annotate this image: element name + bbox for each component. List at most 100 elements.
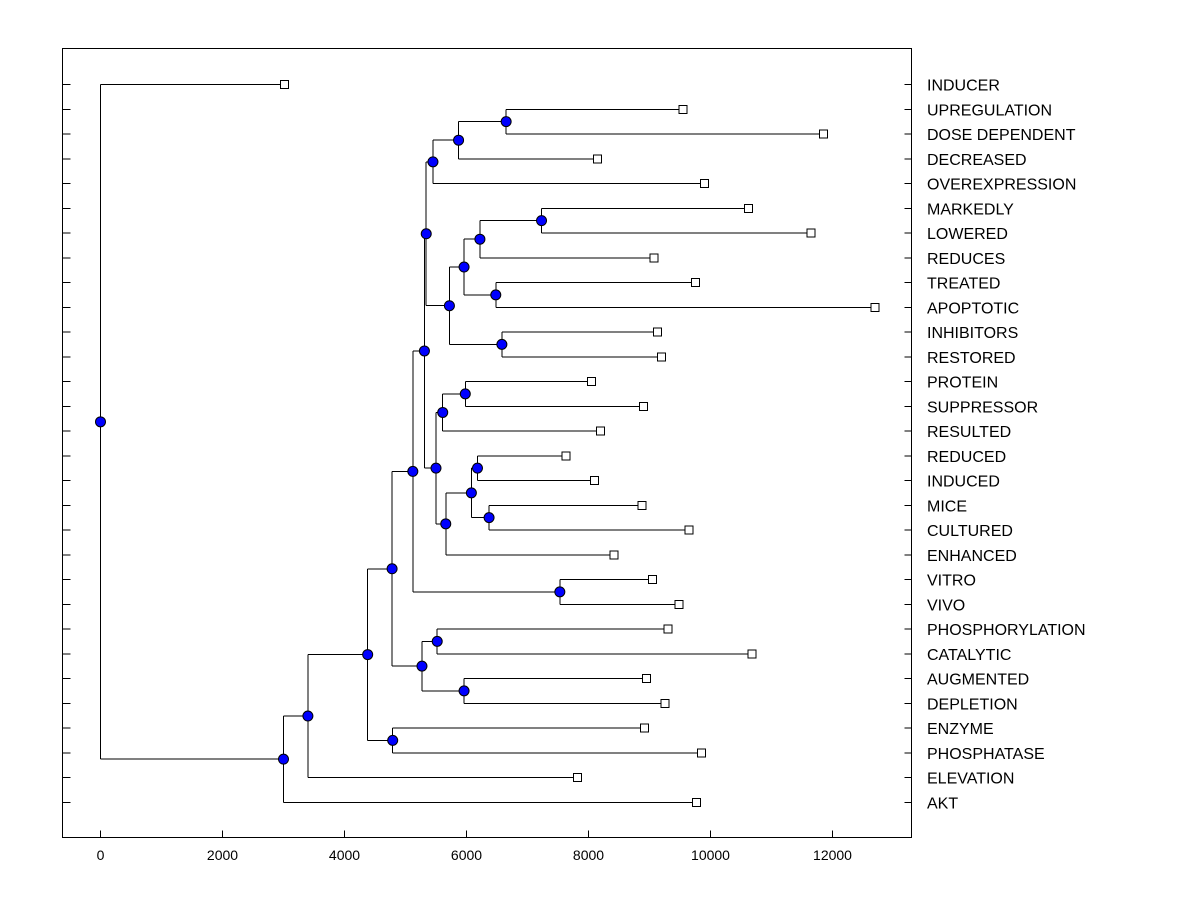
leaf-marker-dose-dependent [818,129,828,139]
leaf-marker-treated [690,278,700,287]
leaf-marker-apoptotic [870,302,880,312]
leaf-labels: INDUCER UPREGULATION DOSE DEPENDENT DECREAS… [927,78,1086,813]
leaf-label-vivo: VIVO [927,597,965,614]
leaf-label-reduced: REDUCED [927,449,1006,466]
leaf-label-protein: PROTEIN [927,375,998,392]
leaf-label-inhibitors: INHIBITORS [927,325,1018,342]
leaf-marker-cultured [684,525,694,535]
x-axis: 0 2000 4000 6000 8000 10000 12000 [97,830,852,863]
merge-node-n16 [440,518,452,530]
merge-nodes [95,116,566,765]
merge-node-n12 [437,406,449,418]
merge-node-n15 [465,487,477,499]
leaf-label-mice: MICE [927,498,967,515]
x-tick-label: 12000 [813,847,852,863]
merge-node-n20 [407,465,419,477]
leaf-label-treated: TREATED [927,276,1000,293]
merge-node-n24 [386,563,398,575]
x-tick-label: 6000 [451,847,482,863]
merge-node-n22 [458,685,470,697]
leaf-label-phosphorylation: PHOSPHORYLATION [927,622,1086,639]
leaf-marker-induced [590,476,600,485]
leaf-label-markedly: MARKEDLY [927,201,1014,218]
leaf-label-cultured: CULTURED [927,523,1013,540]
leaf-marker-upregulation [678,104,688,114]
leaf-marker-overexpression [699,179,709,188]
merge-node-n28 [278,753,289,765]
leaf-label-vitro: VITRO [927,573,976,590]
leaf-label-suppressor: SUPPRESSOR [927,399,1038,416]
leaf-marker-protein [587,377,597,386]
leaf-marker-enhanced [609,550,619,560]
x-tick-label: 0 [97,847,105,863]
leaf-marker-elevation [573,773,583,782]
plot-frame [62,48,912,838]
merge-node-n3 [427,156,439,168]
leaf-label-reduces: REDUCES [927,251,1005,268]
leaf-label-apoptotic: APOPTOTIC [927,300,1019,317]
leaf-marker-catalytic [747,649,757,659]
merge-node-n9 [443,300,455,312]
leaf-marker-phosphatase [696,748,706,758]
leaf-label-akt: AKT [927,795,958,812]
leaf-marker-lowered [806,228,816,238]
leaf-label-enzyme: ENZYME [927,721,994,738]
merge-node-n27 [302,710,314,722]
merge-node-n10 [420,228,432,240]
merge-node-n6 [490,289,502,301]
leaf-label-induced: INDUCED [927,474,1000,491]
leaf-marker-vitro [648,575,658,584]
leaf-marker-restored [657,352,667,362]
merge-node-n17 [430,462,442,474]
leaf-marker-inducer [280,80,290,89]
leaf-label-inducer: INDUCER [927,78,1000,95]
leaf-label-restored: RESTORED [927,350,1016,367]
leaf-marker-inhibitors [652,327,662,337]
left-tick-marks [62,84,912,803]
leaf-marker-vivo [674,599,684,609]
leaf-label-enhanced: ENHANCED [927,548,1017,565]
leaf-marker-enzyme [640,723,650,733]
leaf-label-elevation: ELEVATION [927,771,1014,788]
leaf-label-catalytic: CATALYTIC [927,647,1011,664]
leaf-marker-markedly [743,203,753,213]
leaf-label-lowered: LOWERED [927,226,1008,243]
merge-node-n1 [500,116,512,128]
merge-node-n7 [458,261,470,273]
merge-node-n2 [453,134,465,146]
merge-node-n29 [95,416,106,428]
merge-node-n25 [387,734,399,746]
leaf-markers [280,80,880,807]
merge-node-n18 [418,345,430,357]
merge-node-n19 [554,586,566,598]
merge-node-n26 [362,649,374,661]
leaf-label-upregulation: UPREGULATION [927,102,1052,119]
x-tick-label: 4000 [329,847,360,863]
merge-node-n8 [496,338,508,350]
leaf-label-depletion: DEPLETION [927,696,1018,713]
merge-node-n14 [483,512,495,524]
leaf-marker-decreased [593,154,603,164]
leaf-marker-phosphorylation [663,624,673,634]
merge-node-n5 [474,233,486,245]
leaf-label-dose-dependent: DOSE DEPENDENT [927,127,1076,144]
leaf-marker-reduces [649,253,659,263]
leaf-marker-augmented [641,674,651,683]
x-tick-label: 2000 [207,847,238,863]
leaf-marker-suppressor [638,401,648,411]
x-tick-label: 8000 [573,847,604,863]
x-tick-label: 10000 [691,847,730,863]
leaf-marker-reduced [561,451,571,461]
merge-node-n23 [416,660,428,672]
merge-node-n4 [536,215,548,227]
leaf-marker-depletion [660,698,670,708]
merge-node-n13 [471,462,483,474]
leaf-label-overexpression: OVEREXPRESSION [927,177,1076,194]
dendrogram-edges [100,84,876,803]
leaf-marker-resulted [596,426,606,436]
merge-node-n21 [431,635,443,647]
leaf-marker-akt [691,797,701,807]
leaf-marker-mice [637,500,647,510]
leaf-label-decreased: DECREASED [927,152,1027,169]
